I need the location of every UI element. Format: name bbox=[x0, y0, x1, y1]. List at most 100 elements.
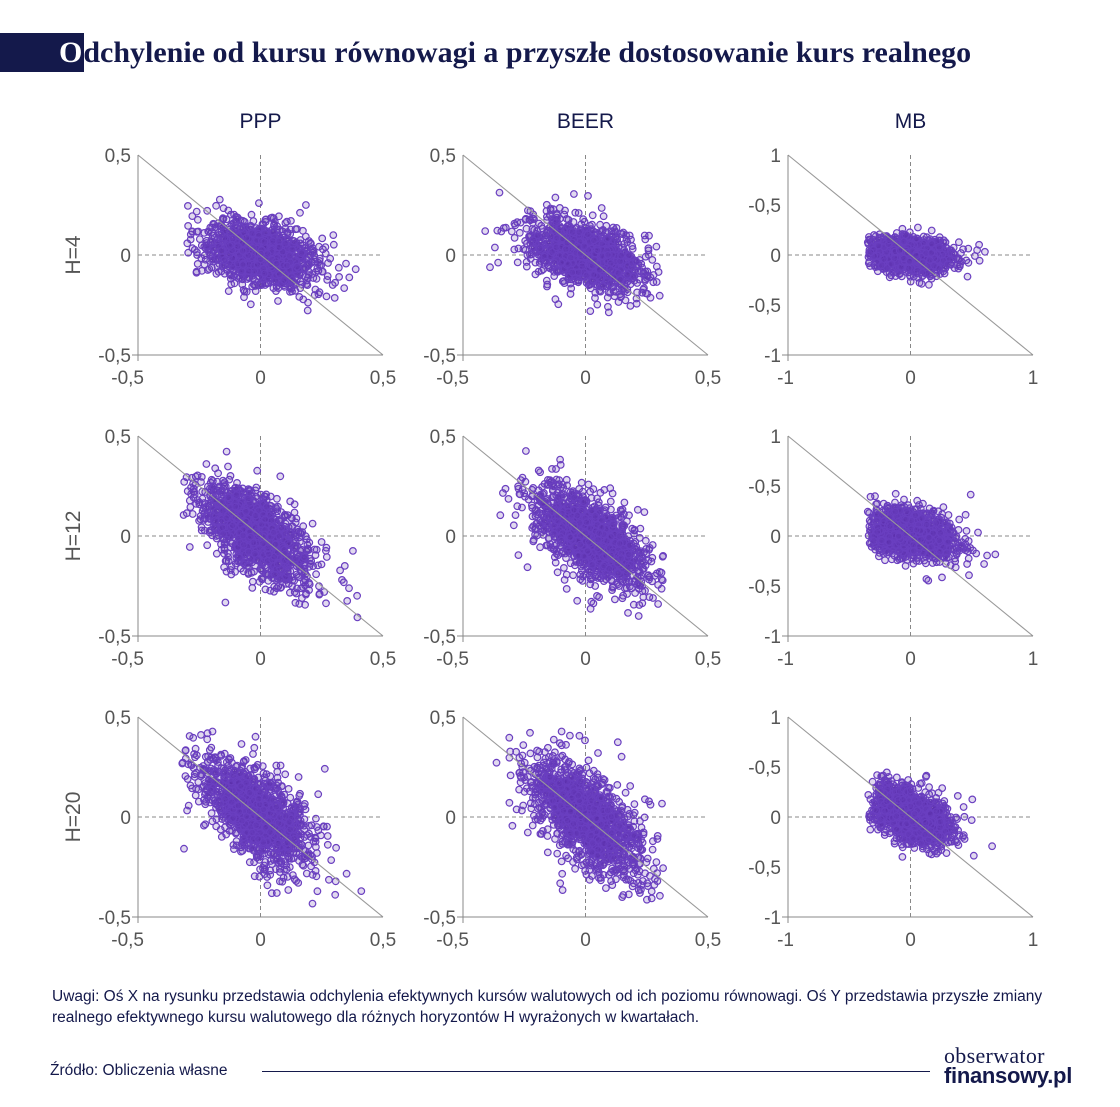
data-point bbox=[542, 276, 551, 285]
data-point bbox=[202, 460, 211, 468]
data-point bbox=[340, 284, 349, 293]
data-point bbox=[644, 244, 653, 253]
data-point bbox=[632, 299, 641, 308]
data-point bbox=[866, 248, 875, 257]
data-point bbox=[323, 276, 332, 284]
data-point bbox=[304, 271, 313, 280]
data-point bbox=[640, 231, 649, 240]
data-point bbox=[233, 242, 242, 251]
data-point bbox=[186, 503, 195, 512]
data-point bbox=[297, 249, 306, 258]
data-point bbox=[237, 267, 246, 276]
chart-title: Odchylenie od kursu równowagi a przyszłe… bbox=[57, 33, 971, 72]
y-tick-label: 0,5 bbox=[430, 146, 456, 167]
data-point bbox=[553, 267, 561, 275]
x-tick-label: -1 bbox=[777, 368, 794, 389]
data-point bbox=[546, 204, 555, 213]
data-point bbox=[486, 263, 494, 272]
data-point bbox=[246, 300, 255, 309]
data-point bbox=[574, 278, 583, 287]
data-point bbox=[652, 242, 661, 251]
data-point bbox=[614, 269, 622, 277]
y-tick-label: -0,5 bbox=[98, 346, 131, 367]
data-point bbox=[623, 238, 632, 247]
data-point bbox=[575, 228, 584, 237]
data-point bbox=[188, 212, 197, 221]
data-point bbox=[315, 242, 323, 251]
data-point bbox=[481, 227, 490, 236]
data-point bbox=[564, 260, 572, 269]
data-point bbox=[593, 246, 602, 255]
data-point bbox=[652, 262, 661, 271]
data-point bbox=[268, 236, 277, 245]
data-point bbox=[242, 287, 251, 296]
data-point bbox=[293, 262, 301, 271]
data-point bbox=[595, 265, 604, 274]
y-tick-label: 0 bbox=[120, 246, 131, 267]
chart-title-text: dchylenie od kursu równowagi a przyszłe … bbox=[83, 36, 972, 69]
data-point bbox=[321, 243, 330, 252]
data-point bbox=[314, 290, 323, 299]
data-point bbox=[303, 281, 312, 290]
data-point bbox=[179, 511, 188, 519]
y-tick-label: -0,5 bbox=[748, 296, 781, 317]
data-point bbox=[257, 281, 266, 290]
data-point bbox=[964, 258, 973, 267]
data-point bbox=[925, 280, 933, 289]
data-point bbox=[308, 519, 317, 528]
data-point bbox=[302, 201, 310, 209]
scatter-panel-ppp-h-12: 0,50-0,5-0,5 0 0,5 bbox=[98, 427, 396, 670]
data-point bbox=[522, 224, 531, 233]
data-point bbox=[510, 219, 519, 228]
data-point bbox=[351, 265, 360, 274]
data-point bbox=[254, 199, 263, 208]
data-point bbox=[188, 227, 197, 236]
x-tick-label: 0,5 bbox=[370, 368, 396, 389]
data-point bbox=[217, 230, 226, 239]
data-point bbox=[286, 229, 295, 238]
data-point bbox=[604, 250, 612, 259]
data-point bbox=[296, 208, 304, 217]
x-tick-label: 0 bbox=[255, 368, 266, 389]
data-point bbox=[281, 224, 290, 233]
data-point bbox=[606, 265, 614, 274]
data-point bbox=[644, 250, 653, 259]
x-tick-label: 1 bbox=[1028, 368, 1039, 389]
data-point bbox=[614, 298, 623, 306]
data-point bbox=[643, 267, 652, 276]
data-point bbox=[625, 251, 633, 260]
data-point bbox=[334, 263, 343, 272]
data-point bbox=[925, 256, 934, 265]
data-point bbox=[928, 240, 936, 248]
data-point bbox=[495, 188, 504, 197]
data-point bbox=[516, 218, 525, 227]
scatter-panel-beer-h-4: 0,50-0,5-0,5 0 0,5 bbox=[423, 146, 721, 389]
data-point bbox=[568, 228, 577, 236]
data-point bbox=[239, 261, 247, 269]
data-point bbox=[183, 201, 192, 210]
data-point bbox=[293, 225, 302, 233]
data-point bbox=[335, 273, 344, 281]
data-point bbox=[613, 238, 622, 247]
data-point bbox=[507, 227, 516, 236]
data-point bbox=[618, 230, 627, 239]
data-point bbox=[307, 239, 315, 248]
x-tick-label: -0,5 bbox=[436, 368, 469, 389]
data-point bbox=[204, 228, 213, 236]
data-point bbox=[525, 215, 534, 224]
data-point bbox=[494, 258, 503, 267]
data-point bbox=[184, 221, 193, 230]
data-point bbox=[953, 261, 962, 270]
data-point bbox=[226, 472, 235, 480]
data-point bbox=[184, 248, 193, 257]
data-point bbox=[224, 287, 233, 296]
data-point bbox=[329, 240, 338, 249]
data-point bbox=[283, 261, 291, 270]
data-point bbox=[571, 208, 580, 217]
data-point bbox=[534, 231, 542, 240]
data-point bbox=[914, 223, 922, 232]
data-point bbox=[577, 220, 586, 229]
data-point bbox=[275, 243, 284, 252]
data-point bbox=[220, 256, 229, 265]
data-point bbox=[904, 264, 913, 273]
